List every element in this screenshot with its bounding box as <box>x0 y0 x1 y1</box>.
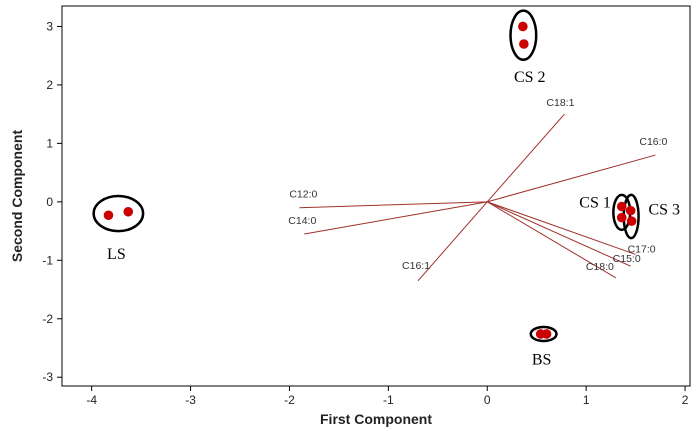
score-point <box>518 21 528 32</box>
loading-label: C14:0 <box>288 215 316 227</box>
x-tick-label: -4 <box>86 393 97 407</box>
score-points <box>103 21 637 339</box>
x-axis-ticks: -4 -3 -2 -1 0 1 2 <box>86 386 689 407</box>
x-tick-label: -1 <box>383 393 394 407</box>
cluster-label: BS <box>532 351 552 368</box>
x-tick-label: 1 <box>583 393 590 407</box>
loading-vectors <box>299 113 656 282</box>
cluster-label: CS 3 <box>648 202 680 219</box>
cluster-ellipse <box>509 9 538 62</box>
loading-vector <box>486 113 565 203</box>
cluster-labels: LS CS 2 CS 1 CS 3 BS <box>107 69 680 368</box>
loading-label: C12:0 <box>289 189 317 201</box>
loading-vector <box>487 154 656 203</box>
loading-label: C16:1 <box>402 260 430 272</box>
y-axis-ticks: -3 -2 -1 0 1 2 3 <box>42 19 62 384</box>
score-point <box>616 212 627 223</box>
x-axis-title: First Component <box>320 411 432 427</box>
score-point <box>626 216 637 226</box>
loading-vector <box>487 201 636 255</box>
score-point <box>519 39 529 49</box>
loading-vector <box>487 201 631 267</box>
y-tick-label: -2 <box>42 312 53 326</box>
loading-vector <box>299 201 488 209</box>
cluster-label: CS 2 <box>514 69 546 86</box>
y-tick-label: 2 <box>46 78 53 92</box>
loading-label: C18:1 <box>546 97 574 109</box>
score-point <box>616 201 627 212</box>
loading-label: C17:0 <box>628 243 656 255</box>
x-tick-label: -2 <box>284 393 295 407</box>
score-point <box>103 210 114 221</box>
y-tick-label: -3 <box>42 370 53 384</box>
cluster-ellipse <box>529 325 558 343</box>
loading-label: C16:0 <box>639 136 667 148</box>
x-tick-label: 0 <box>484 393 491 407</box>
x-tick-label: -3 <box>185 393 196 407</box>
score-point <box>123 206 134 217</box>
x-tick-label: 2 <box>682 393 689 407</box>
loading-label: C18:0 <box>586 261 614 273</box>
cluster-ellipse <box>92 194 145 233</box>
loading-vector <box>304 201 488 235</box>
y-tick-label: 1 <box>46 136 53 150</box>
y-tick-label: -1 <box>42 253 53 267</box>
loading-vector <box>417 201 488 282</box>
y-tick-label: 0 <box>46 195 53 209</box>
y-tick-label: 3 <box>46 19 53 33</box>
score-point <box>541 329 552 339</box>
plot-frame <box>61 5 691 387</box>
score-point <box>625 205 636 216</box>
loading-vector <box>487 201 617 279</box>
cluster-label: CS 1 <box>579 195 611 212</box>
loading-label: C15:0 <box>613 253 641 265</box>
cluster-label: LS <box>107 246 126 263</box>
cluster-ellipses <box>92 9 640 343</box>
y-axis-title: Second Component <box>9 130 25 263</box>
